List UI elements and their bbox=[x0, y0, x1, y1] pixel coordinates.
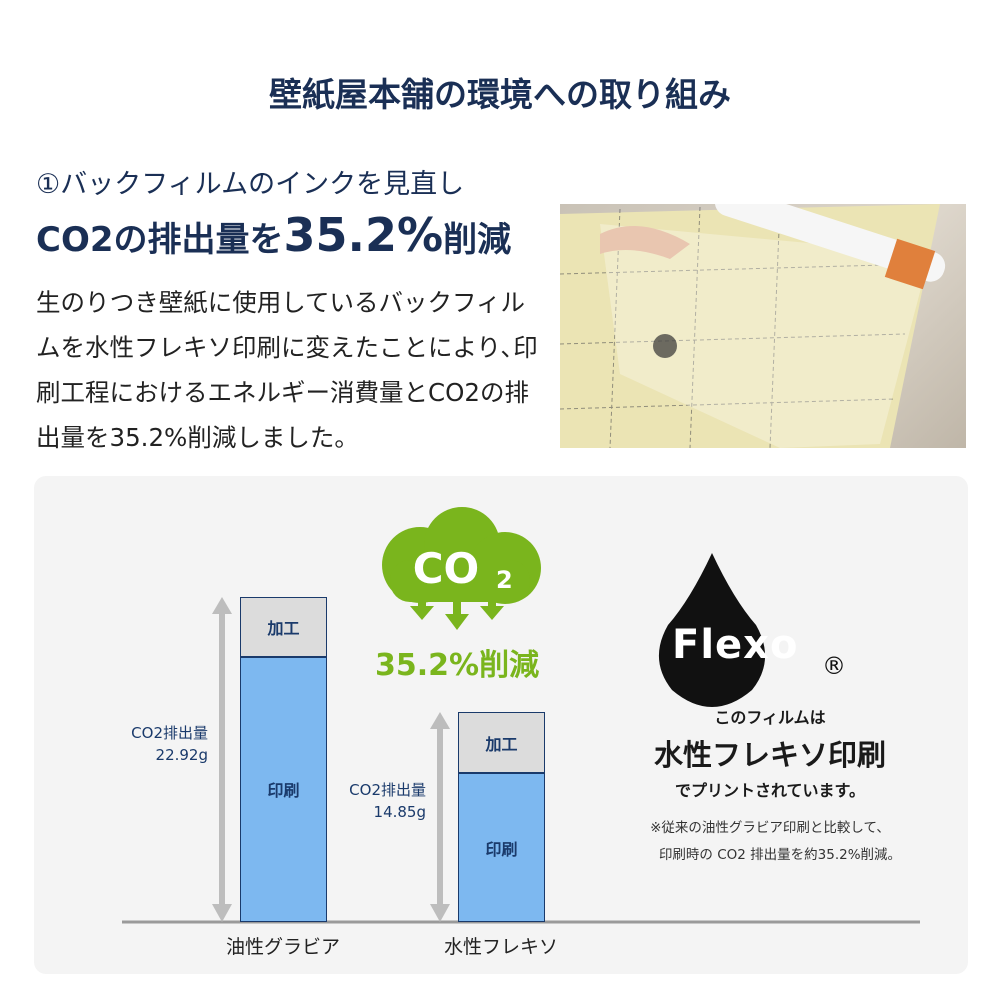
flexo-line3: でプリントされています。 bbox=[675, 781, 865, 800]
bar-segment-processing: 加工 bbox=[240, 597, 327, 657]
bar-segment-printing: 印刷 bbox=[458, 773, 545, 922]
category-label: 水性フレキソ bbox=[443, 936, 558, 958]
co2-cloud-icon bbox=[382, 507, 541, 630]
flexo-note1: ※従来の油性グラビア印刷と比較して、 bbox=[650, 820, 890, 836]
registered-mark: ® bbox=[822, 652, 846, 680]
flexo-logo-text: Flexo bbox=[672, 622, 799, 668]
total-label-title: CO2排出量 bbox=[349, 781, 426, 800]
total-arrow-1 bbox=[212, 597, 232, 922]
cloud-subscript: 2 bbox=[496, 566, 513, 594]
bar-segment-printing: 印刷 bbox=[240, 656, 327, 922]
total-label: CO2排出量 22.92g bbox=[98, 722, 208, 766]
page-title: 壁紙屋本舗の環境への取り組み bbox=[269, 75, 731, 114]
total-label-value: 22.92g bbox=[155, 745, 208, 764]
cloud-co-text: CO bbox=[413, 544, 480, 593]
bar-segment-processing: 加工 bbox=[458, 712, 545, 774]
flexo-drop-icon bbox=[658, 553, 766, 707]
flexo-note2: 印刷時の CO2 排出量を約35.2%削減。 bbox=[658, 847, 902, 863]
total-label-title: CO2排出量 bbox=[131, 723, 208, 742]
section-headline: CO2の排出量を35.2%削減 bbox=[36, 208, 511, 262]
total-label: CO2排出量 14.85g bbox=[316, 779, 426, 823]
total-label-value: 14.85g bbox=[373, 803, 426, 822]
photo-illustration bbox=[560, 204, 946, 448]
total-arrow-2 bbox=[430, 712, 450, 922]
category-label: 油性グラビア bbox=[225, 936, 340, 958]
backfilm-photo bbox=[560, 204, 966, 448]
headline-value: 35.2% bbox=[283, 208, 444, 262]
description: 生のりつき壁紙に使用しているバックフィルムを水性フレキソ印刷に変えたことにより､… bbox=[36, 288, 538, 452]
flexo-line2: 水性フレキソ印刷 bbox=[653, 738, 886, 772]
reduction-value: 35.2%削減 bbox=[375, 648, 540, 683]
headline-suffix: 削減 bbox=[443, 220, 512, 260]
flexo-line1: このフィルムは bbox=[714, 708, 826, 727]
section-heading: ①バックフィルムのインクを見直し bbox=[36, 169, 465, 200]
headline-prefix: CO2の排出量を bbox=[36, 220, 284, 260]
